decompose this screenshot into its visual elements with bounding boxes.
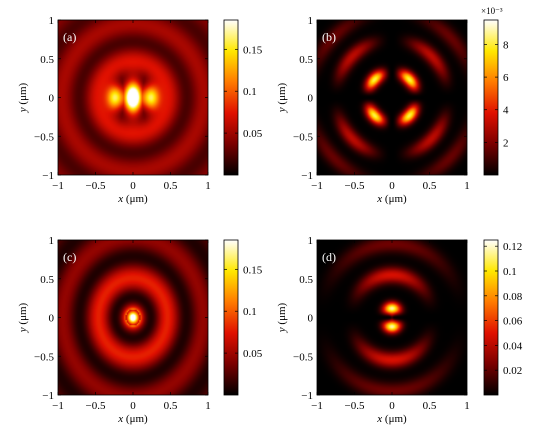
y-tick-label: −0.5 (293, 131, 313, 143)
y-tick-label: 0 (308, 93, 314, 105)
x-tick-label: 0.5 (423, 180, 437, 192)
y-tick-label: 1 (49, 235, 55, 247)
colorbar-tick-label: 0.15 (243, 264, 263, 276)
panel-label: (a) (63, 30, 76, 44)
colorbar (483, 239, 499, 396)
panel-label: (d) (322, 250, 336, 264)
colorbar (223, 239, 239, 396)
colorbar (223, 19, 239, 176)
panel-label: (b) (322, 30, 336, 44)
panel-b: (b) −1 −0.5 0 0.5 1 −1 −0.5 0 0.5 1 x (μm) y (μm) 2 4 6… (276, 6, 509, 205)
y-axis-label: y (μm) (276, 302, 288, 333)
heatmap-image (58, 240, 208, 395)
x-tick-label: 0 (389, 180, 395, 192)
colorbar-tick-label: 0.1 (503, 266, 517, 278)
panel-label: (c) (63, 250, 76, 264)
x-tick-label: −1 (311, 400, 323, 412)
panel-c: (c) −1 −0.5 0 0.5 1 −1 −0.5 0 0.5 1 x (μm) y (μm) 0.0… (17, 235, 263, 425)
x-tick-label: −1 (311, 180, 323, 192)
colorbar-tick-label: 0.05 (243, 348, 263, 360)
x-axis-label: x (μm) (376, 193, 407, 205)
y-tick-label: −0.5 (293, 351, 313, 363)
colorbar-tick-label: 0.06 (503, 316, 523, 328)
y-tick-label: 0 (49, 313, 55, 325)
x-tick-label: 1 (464, 400, 470, 412)
colorbar-tick-label: 4 (503, 105, 509, 117)
colorbar-tick-label: 8 (503, 39, 509, 51)
x-axis-label: x (μm) (117, 193, 148, 205)
colorbar-exponent: ×10⁻³ (481, 6, 503, 16)
y-tick-label: 1 (308, 15, 314, 27)
y-tick-label: −1 (301, 390, 313, 402)
colorbar (483, 19, 499, 176)
panel-d: (d) −1 −0.5 0 0.5 1 −1 −0.5 0 0.5 1 x (μm) y (μm) 0.0… (276, 235, 523, 425)
colorbar-tick-label: 0.08 (503, 291, 523, 303)
x-tick-label: 0.5 (423, 400, 437, 412)
colorbar-tick-label: 0.1 (243, 306, 257, 318)
colorbar-tick-label: 0.15 (243, 44, 263, 56)
y-tick-label: 1 (308, 235, 314, 247)
y-tick-label: −1 (42, 390, 54, 402)
colorbar-tick-label: 0.1 (243, 86, 257, 98)
y-axis-label: y (μm) (17, 82, 29, 113)
x-tick-label: 0 (130, 400, 136, 412)
y-tick-label: −0.5 (34, 351, 54, 363)
colorbar-tick-label: 2 (503, 137, 509, 149)
y-tick-label: 0.5 (40, 54, 54, 66)
y-tick-label: −1 (301, 170, 313, 182)
colorbar-tick-label: 0.12 (503, 241, 522, 253)
x-axis-label: x (μm) (376, 413, 407, 425)
x-tick-label: −0.5 (86, 180, 106, 192)
y-tick-label: 1 (49, 15, 55, 27)
heatmap-image (317, 240, 467, 395)
y-axis-label: y (μm) (17, 302, 29, 333)
x-tick-label: 0.5 (164, 400, 178, 412)
colorbar-tick-label: 0.05 (243, 128, 263, 140)
x-tick-label: −0.5 (345, 180, 365, 192)
x-tick-label: −0.5 (86, 400, 106, 412)
heatmap-image (58, 20, 208, 175)
x-tick-label: 1 (205, 180, 211, 192)
panel-a: (a) −1 −0.5 0 0.5 1 −1 −0.5 0 0.5 1 x (μm) y (μm) 0.0… (17, 15, 263, 205)
y-tick-label: −0.5 (34, 131, 54, 143)
heatmap-image (317, 20, 467, 175)
x-axis-label: x (μm) (117, 413, 148, 425)
x-tick-label: −1 (52, 180, 64, 192)
y-tick-label: 0 (308, 313, 314, 325)
y-tick-label: 0 (49, 93, 55, 105)
y-axis-label: y (μm) (276, 82, 288, 113)
y-tick-label: 0.5 (40, 274, 54, 286)
colorbar-tick-label: 0.04 (503, 340, 523, 352)
y-tick-label: 0.5 (299, 274, 313, 286)
x-tick-label: 0 (130, 180, 136, 192)
x-tick-label: 1 (464, 180, 470, 192)
y-tick-label: −1 (42, 170, 54, 182)
x-tick-label: 1 (205, 400, 211, 412)
y-tick-label: 0.5 (299, 54, 313, 66)
x-tick-label: −0.5 (345, 400, 365, 412)
x-tick-label: 0 (389, 400, 395, 412)
colorbar-tick-label: 0.02 (503, 365, 522, 377)
colorbar-tick-label: 6 (503, 72, 509, 84)
x-tick-label: −1 (52, 400, 64, 412)
x-tick-label: 0.5 (164, 180, 178, 192)
